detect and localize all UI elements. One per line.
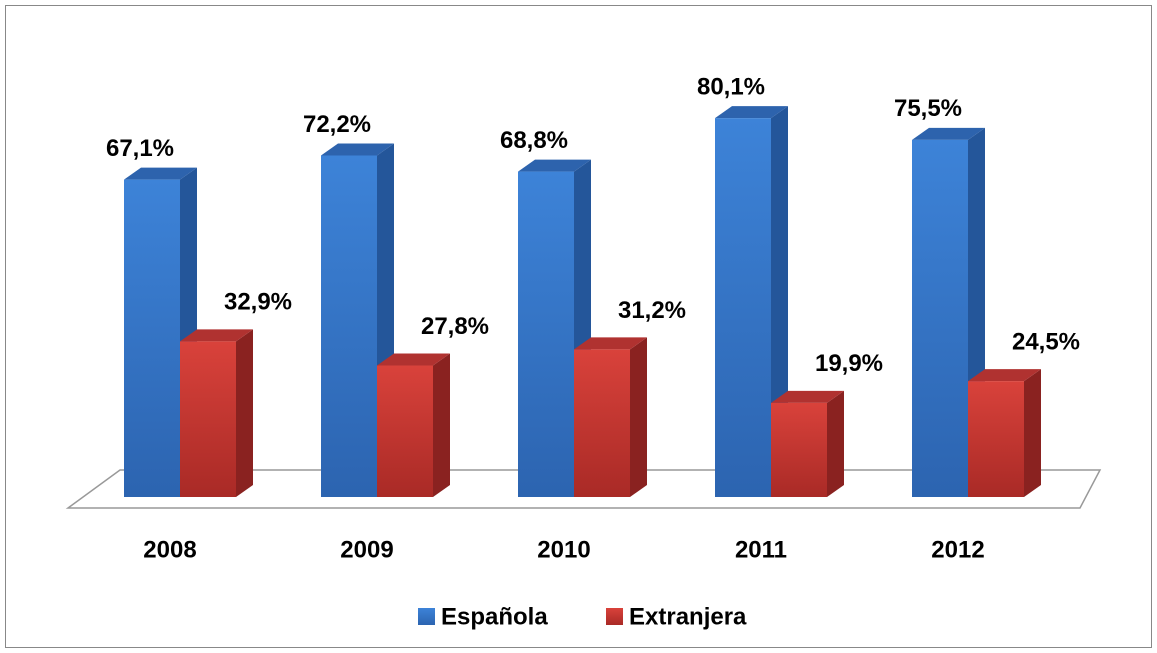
bar-top <box>968 369 1041 382</box>
bar-top <box>518 159 591 172</box>
bar-front <box>124 179 180 497</box>
bar-side <box>236 329 253 497</box>
legend-swatch <box>418 608 435 625</box>
bar-top <box>715 106 788 119</box>
data-label: 24,5% <box>1012 328 1080 355</box>
bar-front <box>771 402 827 497</box>
data-label: 75,5% <box>894 95 962 122</box>
bar-side <box>1024 369 1041 497</box>
bar-top <box>377 353 450 366</box>
x-tick-label: 2012 <box>931 536 984 563</box>
data-label: 67,1% <box>106 135 174 162</box>
bar-side <box>433 353 450 497</box>
data-label: 72,2% <box>303 111 371 138</box>
x-tick-label: 2011 <box>735 536 787 563</box>
bar <box>771 390 844 497</box>
legend-swatch <box>606 608 623 625</box>
data-label: 32,9% <box>224 289 292 316</box>
bar-top <box>321 143 394 156</box>
data-label: 31,2% <box>618 297 686 324</box>
bar-front <box>377 365 433 497</box>
legend-label: Española <box>441 603 548 630</box>
bar-side <box>630 337 647 497</box>
bar-top <box>180 329 253 342</box>
data-label: 68,8% <box>500 127 568 154</box>
bar-top <box>124 167 197 180</box>
bar-top <box>912 127 985 140</box>
bar-front <box>715 118 771 497</box>
bar-front <box>968 381 1024 497</box>
bar <box>574 337 647 497</box>
bar-side <box>827 390 844 497</box>
bar-front <box>518 171 574 498</box>
bar-front <box>574 349 630 497</box>
bar-top <box>771 390 844 403</box>
bar-top <box>574 337 647 350</box>
data-label: 19,9% <box>815 350 883 377</box>
legend-label: Extranjera <box>629 603 747 630</box>
bar <box>321 143 394 497</box>
x-tick-label: 2008 <box>143 536 196 563</box>
bar-front <box>321 155 377 497</box>
bar <box>377 353 450 497</box>
x-tick-label: 2009 <box>340 536 393 563</box>
x-tick-label: 2010 <box>537 536 590 563</box>
bar-front <box>180 341 236 497</box>
data-label: 27,8% <box>421 313 489 340</box>
bar <box>968 369 1041 497</box>
bar-front <box>912 139 968 497</box>
plot <box>124 106 1041 498</box>
data-label: 80,1% <box>697 73 765 100</box>
bar <box>180 329 253 497</box>
